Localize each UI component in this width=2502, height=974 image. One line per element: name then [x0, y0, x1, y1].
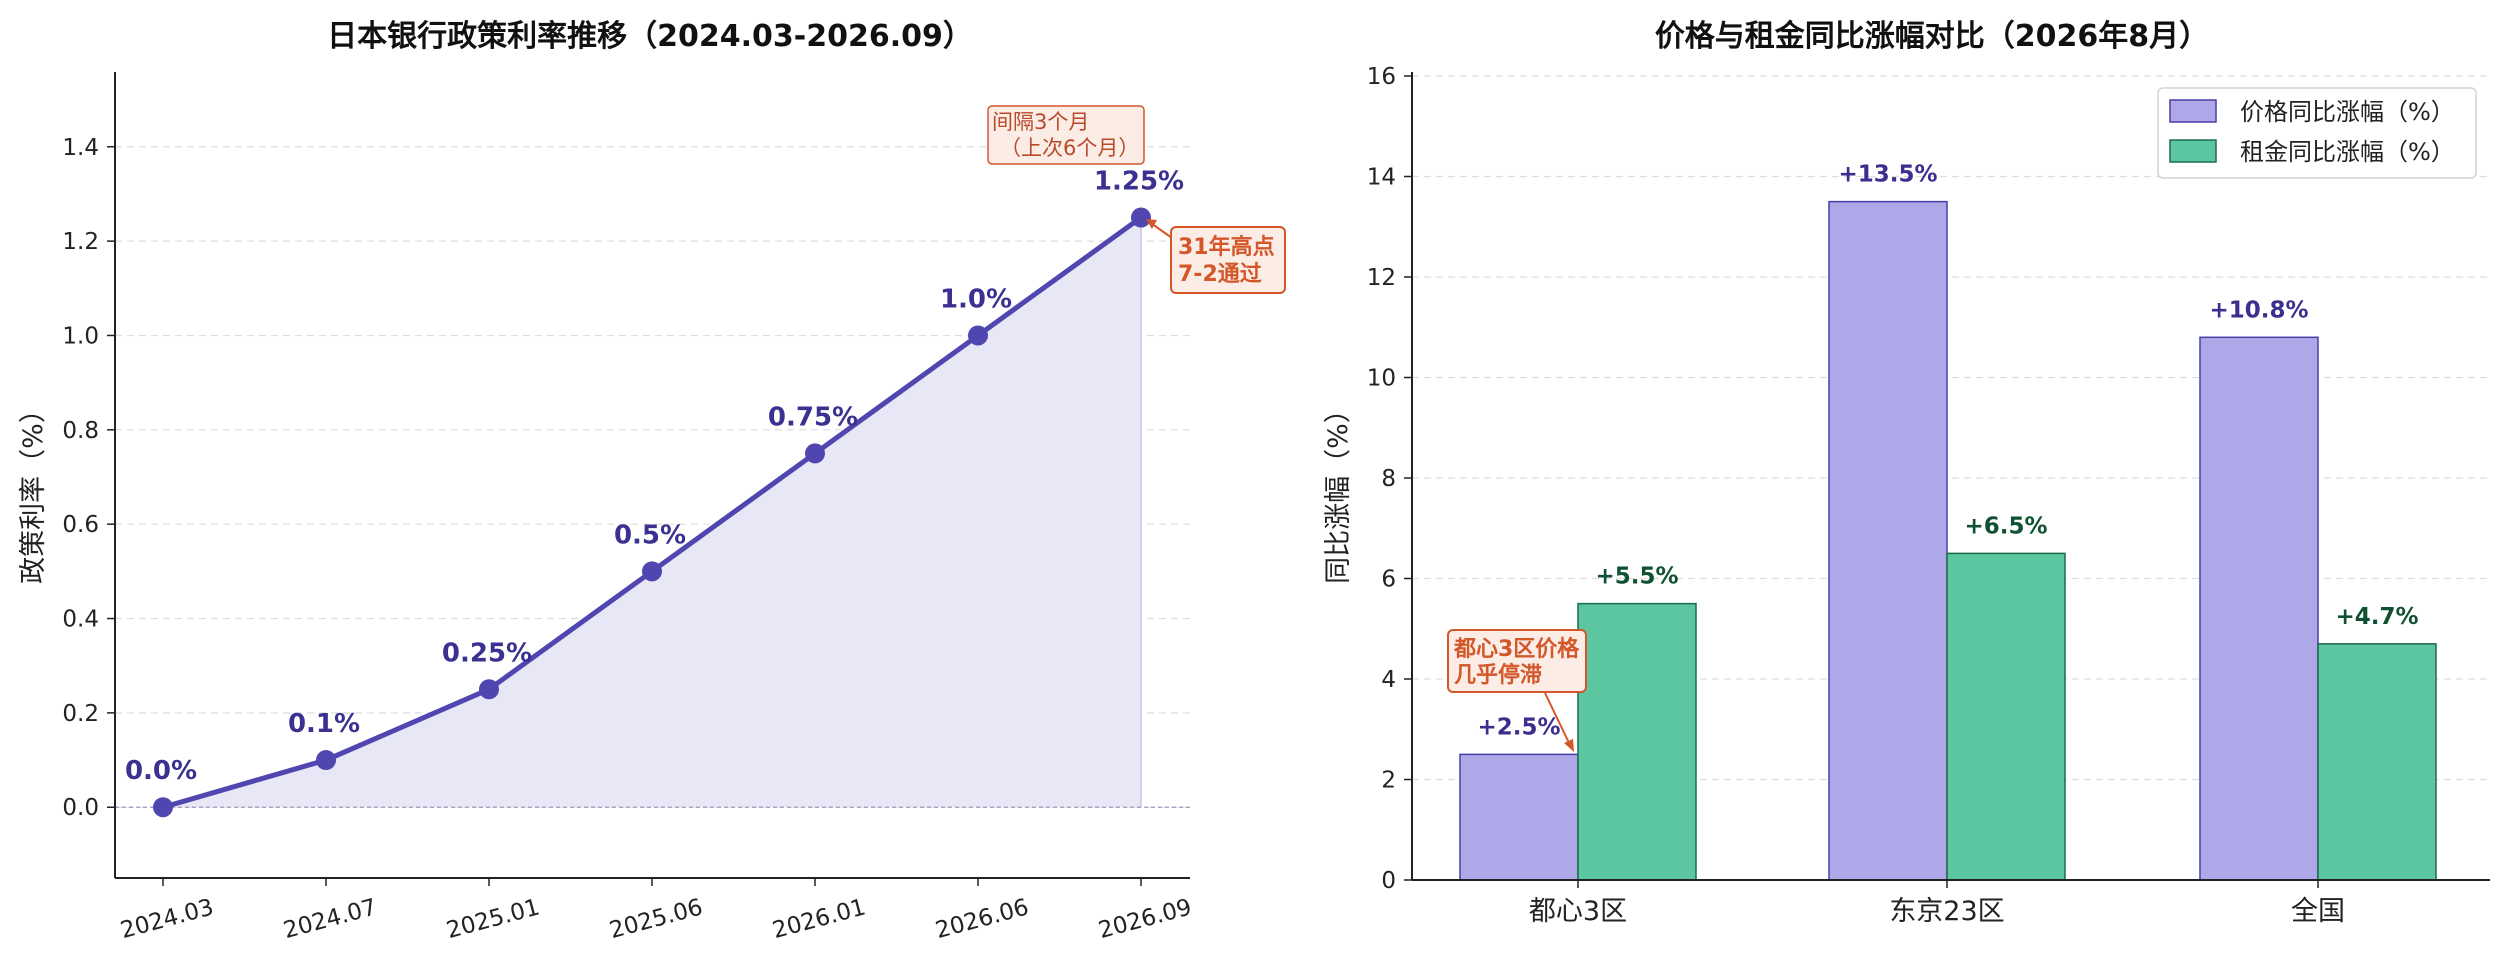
left-y-tick-label: 0.4: [62, 607, 99, 633]
right-y-axis-label: 同比涨幅（%）: [1323, 396, 1354, 584]
rent-bar-label: +6.5%: [1964, 513, 2047, 539]
legend-label-price: 价格同比涨幅（%）: [2240, 98, 2455, 126]
interval-annotation-line2: （上次6个月）: [1000, 136, 1139, 160]
rate-area-fill: [163, 217, 1141, 808]
bar-data-labels: +2.5% +13.5% +10.8% +5.5% +6.5% +4.7%: [1477, 162, 2418, 741]
left-x-tick-label: 2025.01: [444, 894, 543, 944]
right-y-tick-label: 8: [1381, 466, 1396, 492]
peak-annotation-line2: 7-2通过: [1178, 262, 1262, 287]
rate-data-label: 1.25%: [1094, 167, 1184, 197]
right-x-ticks: 都心3区 东京23区 全国: [1529, 880, 2345, 927]
left-x-ticks: 2024.03 2024.07 2025.01 2025.06 2026.01 2026.…: [118, 878, 1195, 944]
legend-swatch-rent: [2169, 139, 2217, 163]
stall-annotation-arrow: [1544, 692, 1571, 746]
left-y-ticks: 0.0 0.2 0.4 0.6 0.8 1.0 1.2 1.4: [62, 135, 115, 821]
rate-data-label: 0.25%: [442, 638, 532, 668]
rent-bar: [2317, 643, 2437, 881]
price-bar: [2199, 336, 2319, 881]
rate-data-labels: 0.0% 0.1% 0.25% 0.5% 0.75% 1.0% 1.25%: [125, 167, 1184, 787]
left-y-tick-label: 1.0: [62, 323, 99, 349]
rent-bar-label: +5.5%: [1595, 564, 1678, 590]
rate-point: [805, 443, 825, 464]
category-label: 都心3区: [1529, 896, 1627, 927]
category-label: 东京23区: [1889, 896, 2004, 927]
left-x-tick-label: 2025.06: [607, 894, 706, 944]
right-y-tick-label: 10: [1367, 366, 1396, 392]
rate-point: [479, 679, 499, 700]
right-axes: [1411, 72, 2490, 881]
rate-point: [153, 797, 173, 818]
left-chart-title: 日本银行政策利率推移（2024.03-2026.09）: [327, 19, 973, 54]
rent-bar-label: +4.7%: [2335, 604, 2418, 630]
left-y-tick-label: 0.8: [62, 418, 99, 444]
right-y-tick-label: 12: [1367, 265, 1396, 291]
legend-frame: [2157, 87, 2477, 179]
legend-swatch-price: [2169, 99, 2217, 123]
rate-data-label: 0.0%: [125, 756, 197, 786]
right-y-tick-label: 14: [1367, 165, 1396, 191]
rate-data-label: 1.0%: [940, 284, 1012, 314]
bars: [1459, 200, 2437, 881]
rate-data-label: 0.1%: [288, 709, 360, 739]
stall-annotation-line1: 都心3区价格: [1453, 636, 1580, 662]
rate-point: [1131, 207, 1151, 228]
price-rent-chart: 价格与租金同比涨幅对比（2026年8月） +2.5% +13.5% +10.8% +5…: [1323, 19, 2490, 927]
stall-annotation: 都心3区价格 几乎停滞: [1447, 629, 1587, 752]
interval-annotation-box: [987, 105, 1145, 165]
rate-point: [968, 325, 988, 346]
right-y-tick-label: 4: [1381, 667, 1396, 693]
price-bar-label: +10.8%: [2209, 297, 2308, 323]
peak-annotation-arrowhead: [1146, 219, 1157, 229]
rate-point: [642, 561, 662, 582]
price-bar: [1828, 200, 1948, 881]
left-y-axis-label: 政策利率（%）: [18, 396, 49, 584]
peak-annotation-line1: 31年高点: [1178, 234, 1275, 260]
interval-annotation-line1: 间隔3个月: [992, 110, 1089, 134]
price-bar: [1459, 753, 1579, 881]
left-y-tick-label: 1.2: [62, 229, 99, 255]
stall-annotation-arrowhead: [1564, 739, 1574, 752]
right-y-tick-label: 16: [1367, 64, 1396, 90]
stall-annotation-line2: 几乎停滞: [1454, 662, 1542, 688]
policy-rate-chart: 日本银行政策利率推移（2024.03-2026.09） 0.0% 0.1% 0.25…: [18, 19, 1286, 944]
left-x-tick-label: 2026.06: [933, 894, 1032, 944]
rate-data-label: 0.5%: [614, 520, 686, 550]
interval-annotation: 间隔3个月 （上次6个月）: [987, 105, 1145, 165]
left-x-tick-label: 2024.07: [281, 894, 380, 944]
rent-bar: [1946, 552, 2066, 881]
rate-data-label: 0.75%: [768, 402, 858, 432]
right-y-ticks: 0 2 4 6 8 10 12 14 16: [1367, 64, 1412, 894]
price-bar-label: +13.5%: [1838, 162, 1937, 188]
rate-points: [153, 207, 1151, 818]
rate-point: [316, 750, 336, 771]
stall-annotation-box: [1447, 629, 1587, 693]
rent-bar: [1577, 602, 1697, 881]
peak-annotation: 31年高点 7-2通过: [1146, 219, 1286, 294]
left-x-tick-label: 2024.03: [118, 894, 217, 944]
right-y-tick-label: 2: [1381, 768, 1396, 794]
legend: 价格同比涨幅（%） 租金同比涨幅（%）: [2157, 87, 2477, 179]
left-y-tick-label: 0.6: [62, 512, 99, 538]
peak-annotation-box: [1170, 226, 1286, 294]
left-x-tick-label: 2026.01: [770, 894, 869, 944]
legend-label-rent: 租金同比涨幅（%）: [2240, 138, 2455, 166]
right-y-tick-label: 0: [1381, 868, 1396, 894]
left-x-tick-label: 2026.09: [1096, 894, 1195, 944]
left-y-tick-label: 0.2: [62, 701, 99, 727]
left-y-tick-label: 0.0: [62, 795, 99, 821]
price-bar-label: +2.5%: [1477, 714, 1560, 740]
right-chart-title: 价格与租金同比涨幅对比（2026年8月）: [1655, 19, 2209, 54]
left-y-tick-label: 1.4: [62, 135, 99, 161]
right-y-tick-label: 6: [1381, 567, 1396, 593]
category-label: 全国: [2291, 896, 2345, 927]
